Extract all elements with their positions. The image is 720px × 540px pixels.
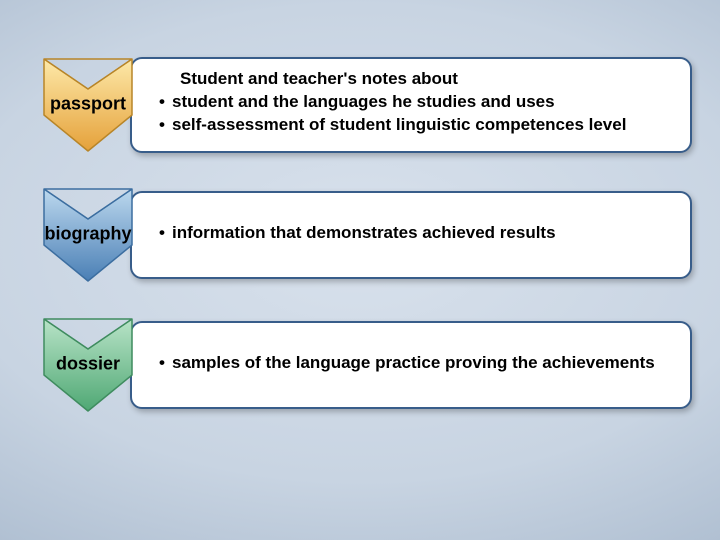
row-passport: passportStudent and teacher's notes abou…: [28, 55, 692, 155]
list-item: •information that demonstrates achieved …: [152, 222, 672, 245]
row-dossier: dossier •samples of the language practice…: [28, 315, 692, 415]
card-heading: Student and teacher's notes about: [146, 69, 672, 89]
bullet-text: self-assessment of student linguistic co…: [172, 114, 626, 137]
card-passport: Student and teacher's notes about•studen…: [130, 57, 692, 153]
arrow-biography: biography: [28, 185, 148, 285]
bullet-list: •samples of the language practice provin…: [146, 352, 672, 375]
arrow-label: biography: [44, 223, 131, 244]
slide-container: passportStudent and teacher's notes abou…: [28, 55, 692, 415]
card-biography: •information that demonstrates achieved …: [130, 191, 692, 279]
arrow-passport: passport: [28, 55, 148, 155]
list-item: •self-assessment of student linguistic c…: [152, 114, 672, 137]
bullet-text: student and the languages he studies and…: [172, 91, 555, 114]
list-item: •student and the languages he studies an…: [152, 91, 672, 114]
bullet-dot: •: [152, 352, 172, 375]
list-item: •samples of the language practice provin…: [152, 352, 672, 375]
arrow-label: passport: [50, 93, 126, 114]
bullet-text: samples of the language practice proving…: [172, 352, 655, 375]
bullet-text: information that demonstrates achieved r…: [172, 222, 556, 245]
bullet-dot: •: [152, 222, 172, 245]
bullet-dot: •: [152, 114, 172, 137]
bullet-dot: •: [152, 91, 172, 114]
arrow-dossier: dossier: [28, 315, 148, 415]
arrow-label: dossier: [56, 353, 120, 374]
bullet-list: •information that demonstrates achieved …: [146, 222, 672, 245]
card-dossier: •samples of the language practice provin…: [130, 321, 692, 409]
row-biography: biography •information that demonstrates …: [28, 185, 692, 285]
bullet-list: •student and the languages he studies an…: [146, 91, 672, 137]
